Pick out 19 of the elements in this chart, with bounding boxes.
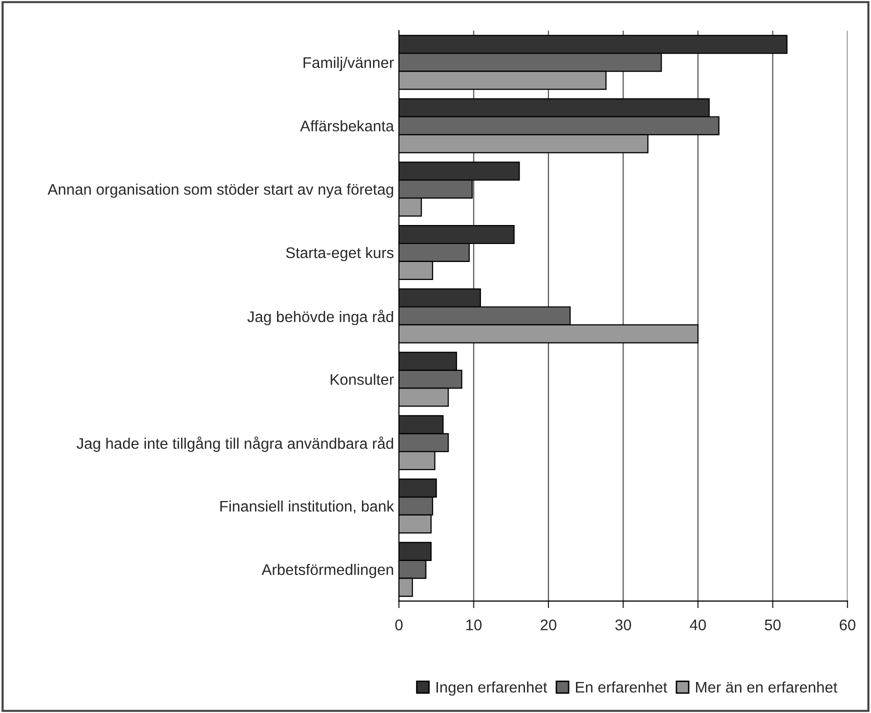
legend-label: Ingen erfarenhet [436, 681, 548, 696]
y-tick-label: Affärsbekanta [300, 120, 394, 132]
x-tick-label: 50 [764, 620, 781, 630]
y-tick-label: Finansiell institution, bank [220, 500, 394, 514]
x-tick-label: 10 [466, 620, 482, 630]
y-tick-label: Starta-eget kurs [286, 246, 394, 262]
x-tick-label: 60 [840, 620, 856, 630]
x-tick-label: 20 [540, 620, 556, 630]
y-tick-label: Konsulter [330, 374, 394, 385]
y-tick-label: Annan organisation som stöder start av nya företag [48, 184, 394, 198]
y-tick-label: Familj/vänner [304, 56, 394, 72]
x-tick-label: 40 [690, 620, 706, 630]
legend-label: En erfarenhet [576, 681, 668, 693]
x-tick-label: 30 [615, 620, 632, 630]
y-tick-label: Jag hade inte tillgång till några användbara råd [76, 436, 394, 452]
y-tick-label: Arbetsförmedlingen [262, 564, 394, 578]
y-tick-label: Jag behövde inga råd [247, 310, 394, 326]
x-tick-label: 0 [395, 620, 403, 630]
legend-label: Mer än en erfarenhet [696, 681, 838, 693]
